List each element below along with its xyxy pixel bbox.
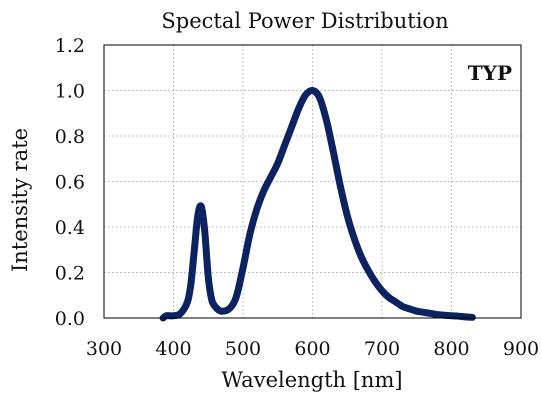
- chart-title: Spectal Power Distribution: [161, 9, 448, 33]
- y-tick-label: 0.4: [55, 217, 85, 239]
- x-tick-label: 400: [155, 338, 191, 360]
- y-tick-label: 0.2: [55, 263, 85, 285]
- y-tick-label: 0.8: [55, 126, 85, 148]
- x-tick-label: 300: [86, 338, 122, 360]
- spectral-curve: [159, 86, 476, 322]
- x-tick-labels: 300 400 500 600 700 800 900: [86, 338, 539, 360]
- x-axis-label: Wavelength [nm]: [221, 368, 402, 392]
- plot-frame: [103, 44, 522, 319]
- y-tick-label: 1.0: [55, 81, 85, 103]
- y-tick-label: 1.2: [55, 35, 85, 57]
- y-tick-label: 0.6: [55, 172, 85, 194]
- x-tick-label: 800: [433, 338, 469, 360]
- series-layer: [159, 86, 476, 322]
- gridlines: [104, 45, 521, 318]
- y-tick-label: 0.0: [55, 308, 85, 330]
- x-tick-label: 600: [294, 338, 330, 360]
- x-tick-label: 500: [225, 338, 261, 360]
- x-tick-label: 700: [364, 338, 400, 360]
- x-tick-label: 900: [503, 338, 539, 360]
- y-tick-labels: 0.0 0.2 0.4 0.6 0.8 1.0 1.2: [55, 35, 85, 330]
- y-axis-label: Intensity rate: [8, 128, 32, 272]
- typ-annotation: TYP: [468, 61, 512, 85]
